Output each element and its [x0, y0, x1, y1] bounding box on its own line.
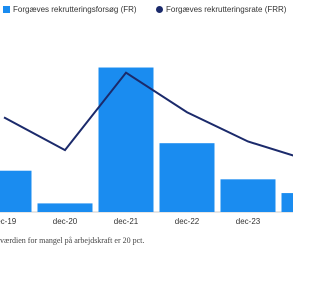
line [3, 71, 293, 157]
x-tick-label: dec-23 [236, 217, 261, 226]
chart: værdien for mangel på arbejdskraft er 20… [0, 5, 293, 245]
footnote: værdien for mangel på arbejdskraft er 20… [0, 236, 144, 245]
bar [0, 170, 32, 212]
legend-label: Forgæves rekrutteringsforsøg (FR) [13, 5, 137, 14]
legend-swatch [3, 6, 10, 13]
legend-label: Forgæves rekrutteringsrate (FRR) [166, 5, 287, 14]
bar [98, 67, 154, 213]
x-tick-label: dec-20 [53, 217, 78, 226]
x-tick-label: dec-19 [0, 217, 17, 226]
bar [159, 143, 215, 212]
bar [37, 203, 93, 212]
x-tick-label: dec-22 [175, 217, 200, 226]
x-tick-label: dec-21 [114, 217, 139, 226]
bar [281, 193, 293, 212]
bar [220, 179, 276, 212]
legend-swatch [156, 6, 163, 13]
